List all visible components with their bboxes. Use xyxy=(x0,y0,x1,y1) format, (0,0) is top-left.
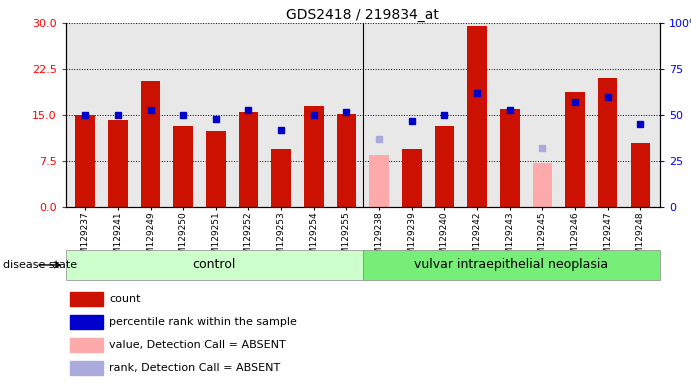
Bar xyxy=(598,78,618,207)
Bar xyxy=(238,112,258,207)
Text: disease state: disease state xyxy=(3,260,77,270)
Bar xyxy=(70,361,103,375)
Bar xyxy=(435,126,454,207)
Bar xyxy=(337,114,357,207)
Bar xyxy=(304,106,323,207)
Text: rank, Detection Call = ABSENT: rank, Detection Call = ABSENT xyxy=(109,363,281,373)
Bar xyxy=(173,126,193,207)
Text: control: control xyxy=(193,258,236,271)
Bar xyxy=(70,315,103,329)
Bar xyxy=(141,81,160,207)
Bar xyxy=(66,250,363,280)
Bar xyxy=(533,162,552,207)
Text: percentile rank within the sample: percentile rank within the sample xyxy=(109,317,297,327)
Bar xyxy=(565,92,585,207)
Bar xyxy=(363,250,660,280)
Bar xyxy=(630,143,650,207)
Bar xyxy=(75,115,95,207)
Bar xyxy=(206,131,226,207)
Title: GDS2418 / 219834_at: GDS2418 / 219834_at xyxy=(286,8,439,22)
Bar xyxy=(500,109,520,207)
Bar xyxy=(70,292,103,306)
Text: vulvar intraepithelial neoplasia: vulvar intraepithelial neoplasia xyxy=(415,258,608,271)
Bar xyxy=(70,338,103,352)
Bar xyxy=(272,149,291,207)
Bar xyxy=(467,26,487,207)
Text: count: count xyxy=(109,294,141,304)
Bar xyxy=(108,119,128,207)
Bar xyxy=(402,149,422,207)
Text: value, Detection Call = ABSENT: value, Detection Call = ABSENT xyxy=(109,340,286,350)
Bar xyxy=(369,155,389,207)
